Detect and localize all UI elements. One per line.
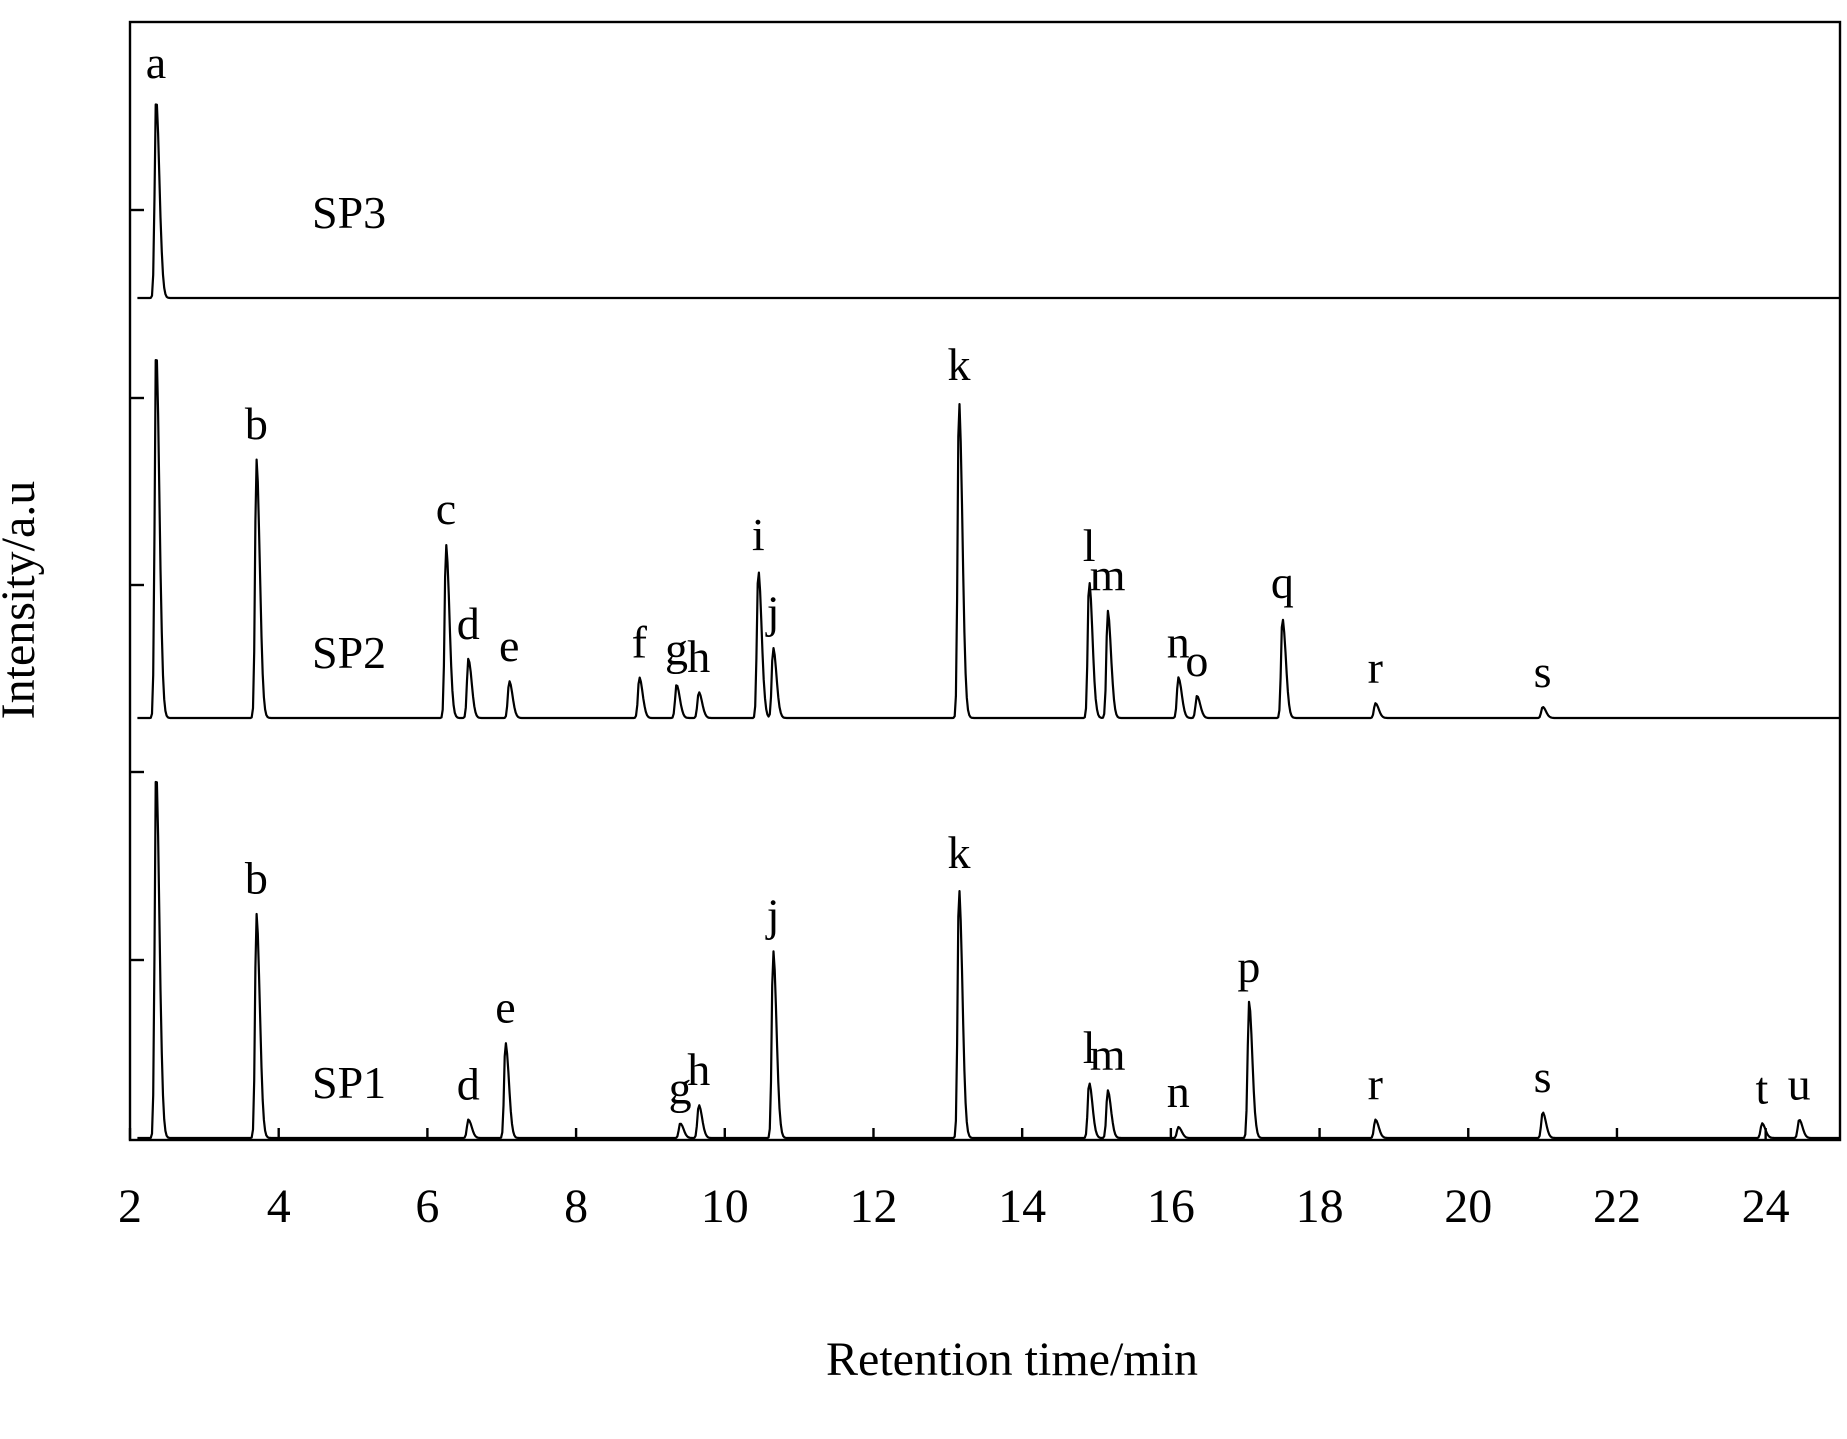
peak-label-a: a (146, 37, 166, 88)
peak-label-p: p (1237, 941, 1260, 992)
x-tick-label: 4 (267, 1180, 291, 1233)
x-axis-ticks: 2 4 6 8 10 12 14 16 18 20 22 24 (118, 1128, 1790, 1233)
x-tick-label: 18 (1296, 1180, 1344, 1233)
series-labels: SP3 SP2 SP1 (312, 187, 386, 1108)
trace-sp2 (137, 359, 1840, 720)
peak-label-u: u (1788, 1059, 1811, 1110)
peak-label-e: e (499, 620, 519, 671)
x-tick-label: 22 (1593, 1180, 1641, 1233)
peak-label-g: g (665, 624, 688, 675)
peak-label-m: m (1090, 550, 1126, 601)
peak-label-k: k (947, 827, 970, 878)
peak-label-j: j (765, 889, 780, 940)
peak-label-s: s (1534, 1051, 1552, 1102)
plot-frame (128, 20, 1842, 1142)
x-tick-label: 24 (1742, 1180, 1790, 1233)
x-tick-label: 10 (701, 1180, 749, 1233)
x-axis-title: Retention time/min (826, 1333, 1198, 1386)
peak-label-d: d (457, 1059, 480, 1110)
peak-label-i: i (752, 509, 765, 560)
trace-sp3 (137, 103, 1840, 300)
peak-label-t: t (1756, 1062, 1769, 1113)
x-tick-label: 8 (564, 1180, 588, 1233)
peak-label-g: g (669, 1062, 692, 1113)
peak-label-n: n (1167, 1066, 1190, 1117)
y-axis-ticks (130, 208, 144, 962)
trace-sp1 (137, 780, 1840, 1140)
peak-label-q: q (1271, 557, 1294, 608)
peak-label-m: m (1090, 1029, 1126, 1080)
x-tick-label: 12 (849, 1180, 897, 1233)
peak-label-b: b (245, 853, 268, 904)
peak-label-s: s (1534, 646, 1552, 697)
x-tick-label: 20 (1444, 1180, 1492, 1233)
peak-label-r: r (1368, 1059, 1383, 1110)
peak-label-l: l (1083, 520, 1096, 571)
peak-label-b: b (245, 398, 268, 449)
peak-label-r: r (1368, 642, 1383, 693)
peak-label-c: c (436, 483, 456, 534)
peak-label-n: n (1167, 616, 1190, 667)
x-tick-label: 2 (118, 1180, 142, 1233)
series-label-sp1: SP1 (312, 1057, 386, 1108)
x-tick-label: 6 (415, 1180, 439, 1233)
series-label-sp2: SP2 (312, 627, 386, 678)
peak-label-l: l (1083, 1022, 1096, 1073)
peak-label-j: j (765, 587, 780, 638)
series-label-sp3: SP3 (312, 187, 386, 238)
peak-label-o: o (1185, 635, 1208, 686)
x-tick-label: 16 (1147, 1180, 1195, 1233)
peak-label-d: d (457, 598, 480, 649)
y-axis-title: Intensity/a.u (0, 481, 45, 720)
peak-label-k: k (947, 339, 970, 390)
peak-label-f: f (632, 616, 648, 667)
x-tick-label: 14 (998, 1180, 1046, 1233)
peak-label-h: h (687, 631, 710, 682)
peak-label-e: e (495, 981, 515, 1032)
chromatogram-traces (137, 103, 1840, 1140)
peak-label-h: h (687, 1044, 710, 1095)
